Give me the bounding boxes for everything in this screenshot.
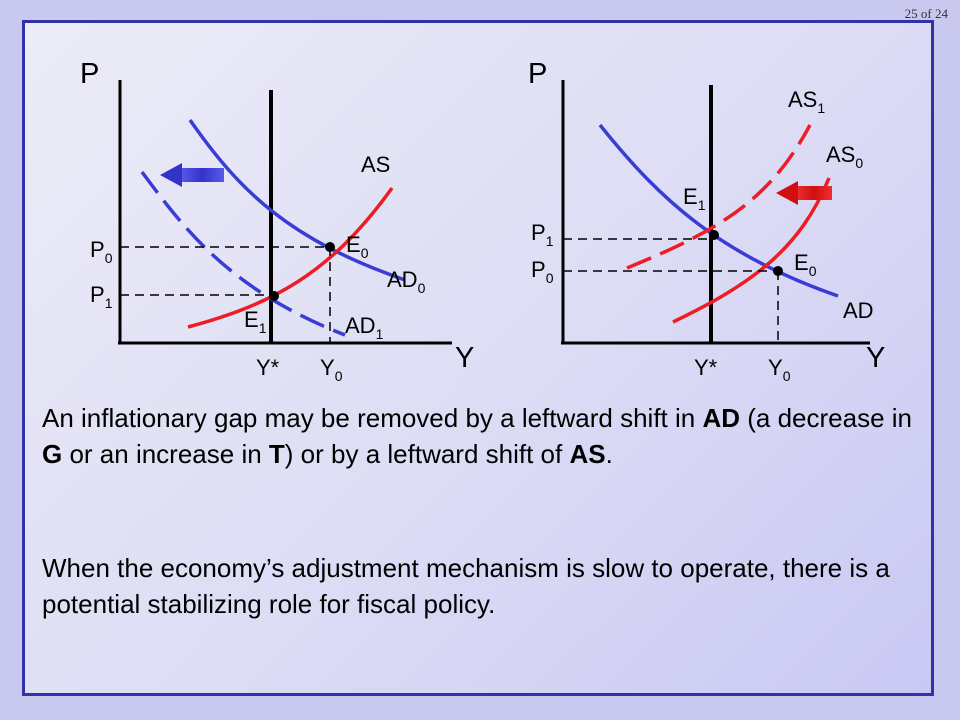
right-e0-label: E0: [794, 250, 817, 279]
right-as0-curve: [672, 177, 831, 324]
para1-bold-t: T: [268, 439, 285, 469]
right-graph: P Y AS1 AS0 AD E1 E0 P1 P0 Y* Y0: [528, 58, 885, 384]
left-ad0-label: AD0: [387, 267, 426, 296]
para1-text-1: An inflationary gap may be removed by a …: [42, 403, 703, 433]
left-ystar-label: Y*: [256, 355, 280, 380]
right-ystar-label: Y*: [694, 355, 718, 380]
left-graph: P Y AS AD0 AD1 E0 E1 P0 P1 Y* Y0: [80, 58, 474, 384]
slide-frame: [22, 20, 934, 696]
right-y0-label: Y0: [768, 355, 791, 384]
left-e0-label: E0: [346, 232, 369, 261]
left-e0-point: [325, 242, 335, 252]
right-shift-arrow: [776, 181, 832, 205]
right-axis-p-label: P: [528, 58, 547, 90]
right-as1-curve: [626, 124, 812, 270]
left-ad1-label: AD1: [345, 313, 384, 342]
right-ad-curve: [598, 123, 839, 298]
left-ad1-curve: [140, 170, 346, 337]
left-p0-label: P0: [90, 237, 113, 266]
right-axis-y-label: Y: [866, 342, 885, 374]
left-e1-point: [269, 291, 279, 301]
para1-text-2: (a decrease in: [740, 403, 912, 433]
right-as0-label: AS0: [826, 142, 863, 171]
para1-bold-g: G: [42, 439, 63, 469]
left-y0-label: Y0: [320, 355, 343, 384]
right-p0-label: P0: [531, 257, 554, 286]
page-number: 25 of 24: [904, 6, 948, 21]
right-e1-point: [709, 230, 719, 240]
para1-bold-as: AS: [569, 439, 606, 469]
left-ad0-curve: [188, 119, 406, 282]
para1-bold-ad: AD: [702, 403, 741, 433]
left-shift-arrow: [160, 163, 224, 187]
right-e1-label: E1: [683, 184, 706, 213]
left-e1-label: E1: [244, 307, 267, 336]
right-p1-label: P1: [531, 220, 554, 249]
explanation-paragraph: An inflationary gap may be removed by a …: [42, 400, 922, 472]
left-as-label: AS: [361, 152, 390, 177]
right-ad-label: AD: [843, 298, 874, 323]
para1-text-3: or an increase in: [62, 439, 269, 469]
left-axis-y-label: Y: [455, 342, 474, 374]
left-axis-p-label: P: [80, 58, 99, 90]
left-p1-label: P1: [90, 282, 113, 311]
left-as-curve: [187, 186, 394, 329]
right-as1-label: AS1: [788, 87, 825, 116]
fiscal-policy-paragraph: When the economy’s adjustment mechanism …: [42, 553, 890, 619]
para1-text-4: ) or by a leftward shift of: [284, 439, 570, 469]
right-e0-point: [773, 266, 783, 276]
para1-text-5: .: [605, 439, 613, 469]
